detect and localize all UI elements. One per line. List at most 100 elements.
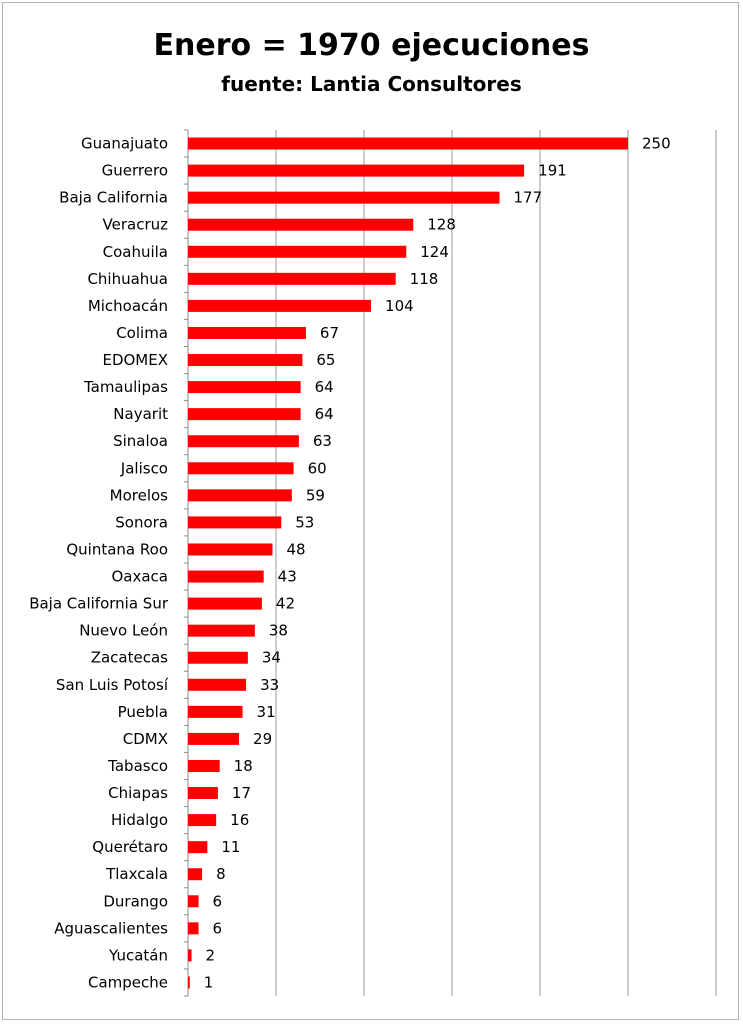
value-label: 128 xyxy=(427,216,456,234)
value-label: 59 xyxy=(306,486,325,504)
bar xyxy=(188,381,301,394)
value-label: 2 xyxy=(206,946,216,964)
category-label: Nayarit xyxy=(113,405,168,423)
category-label: Puebla xyxy=(118,703,168,721)
bar xyxy=(188,868,203,881)
value-label: 65 xyxy=(316,351,335,369)
value-label: 64 xyxy=(315,378,334,396)
gridlines xyxy=(184,129,717,997)
value-label: 177 xyxy=(514,189,543,207)
value-label: 6 xyxy=(213,892,223,910)
category-label: Nuevo León xyxy=(79,622,168,640)
category-label: Oaxaca xyxy=(111,568,168,586)
category-label: Tamaulipas xyxy=(83,378,168,396)
category-label: Tlaxcala xyxy=(105,865,168,883)
category-label: Hidalgo xyxy=(111,811,168,829)
bar xyxy=(188,516,282,529)
category-label: Jalisco xyxy=(120,459,168,477)
bar xyxy=(188,949,192,962)
bar xyxy=(188,570,264,583)
value-label: 38 xyxy=(269,622,288,640)
chart-title: Enero = 1970 ejecuciones xyxy=(153,28,590,63)
category-label: Chiapas xyxy=(108,784,168,802)
category-label: Baja California Sur xyxy=(29,595,169,613)
bars xyxy=(188,137,628,989)
bar xyxy=(188,678,247,691)
value-label: 8 xyxy=(216,865,226,883)
bar xyxy=(188,137,628,150)
category-label: Veracruz xyxy=(103,216,169,234)
category-label: CDMX xyxy=(123,730,168,748)
bar xyxy=(188,408,301,421)
category-label: Durango xyxy=(103,892,168,910)
category-label: Zacatecas xyxy=(91,649,168,667)
value-label: 18 xyxy=(234,757,253,775)
value-label: 118 xyxy=(410,270,439,288)
value-label: 250 xyxy=(642,135,671,153)
value-label: 16 xyxy=(230,811,249,829)
category-label: Guanajuato xyxy=(81,135,168,153)
value-label: 53 xyxy=(295,513,314,531)
bar xyxy=(188,759,220,772)
category-label: Colima xyxy=(116,324,168,342)
value-label: 48 xyxy=(286,540,305,558)
value-label: 17 xyxy=(232,784,251,802)
value-label: 60 xyxy=(308,459,327,477)
category-labels: Guanajuato Guerrero Baja California Veracru… xyxy=(29,135,169,992)
category-label: Campeche xyxy=(88,973,168,991)
value-label: 6 xyxy=(213,919,223,937)
bar xyxy=(188,299,372,312)
category-label: Quintana Roo xyxy=(66,540,168,558)
value-label: 31 xyxy=(257,703,276,721)
value-label: 64 xyxy=(315,405,334,423)
bar xyxy=(188,272,396,285)
value-label: 34 xyxy=(262,649,281,667)
bar xyxy=(188,245,407,258)
category-label: Chihuahua xyxy=(87,270,168,288)
category-label: Coahuila xyxy=(103,243,168,261)
value-label: 1 xyxy=(204,973,214,991)
bar xyxy=(188,787,218,800)
value-label: 33 xyxy=(260,676,279,694)
bar xyxy=(188,841,208,854)
bar xyxy=(188,624,255,637)
category-label: Aguascalientes xyxy=(54,919,168,937)
bar xyxy=(188,326,306,339)
value-label: 63 xyxy=(313,432,332,450)
bar xyxy=(188,597,262,610)
bar xyxy=(188,895,199,908)
bar xyxy=(188,705,243,718)
bar xyxy=(188,435,299,448)
value-label: 67 xyxy=(320,324,339,342)
category-label: Sonora xyxy=(115,513,168,531)
category-label: Michoacán xyxy=(88,297,168,315)
bar xyxy=(188,462,294,475)
bar xyxy=(188,354,303,367)
bar xyxy=(188,191,500,204)
value-label: 29 xyxy=(253,730,272,748)
chart-subtitle: fuente: Lantia Consultores xyxy=(221,72,522,96)
category-label: EDOMEX xyxy=(102,351,168,369)
value-label: 42 xyxy=(276,595,295,613)
value-label: 11 xyxy=(221,838,240,856)
category-label: Guerrero xyxy=(102,162,168,180)
category-label: San Luis Potosí xyxy=(56,676,169,694)
bar xyxy=(188,814,217,827)
category-label: Morelos xyxy=(110,486,169,504)
bar xyxy=(188,489,292,502)
category-label: Tabasco xyxy=(107,757,168,775)
bar xyxy=(188,164,525,177)
bar xyxy=(188,976,190,989)
category-label: Yucatán xyxy=(108,946,168,964)
bar xyxy=(188,543,273,556)
bar xyxy=(188,218,414,231)
bar xyxy=(188,651,248,664)
value-label: 191 xyxy=(538,162,567,180)
value-label: 124 xyxy=(420,243,449,261)
bar xyxy=(188,732,240,745)
value-label: 104 xyxy=(385,297,414,315)
category-label: Querétaro xyxy=(92,838,168,856)
value-labels: 2501911771281241181046765646463605953484… xyxy=(204,135,671,992)
value-label: 43 xyxy=(278,568,297,586)
